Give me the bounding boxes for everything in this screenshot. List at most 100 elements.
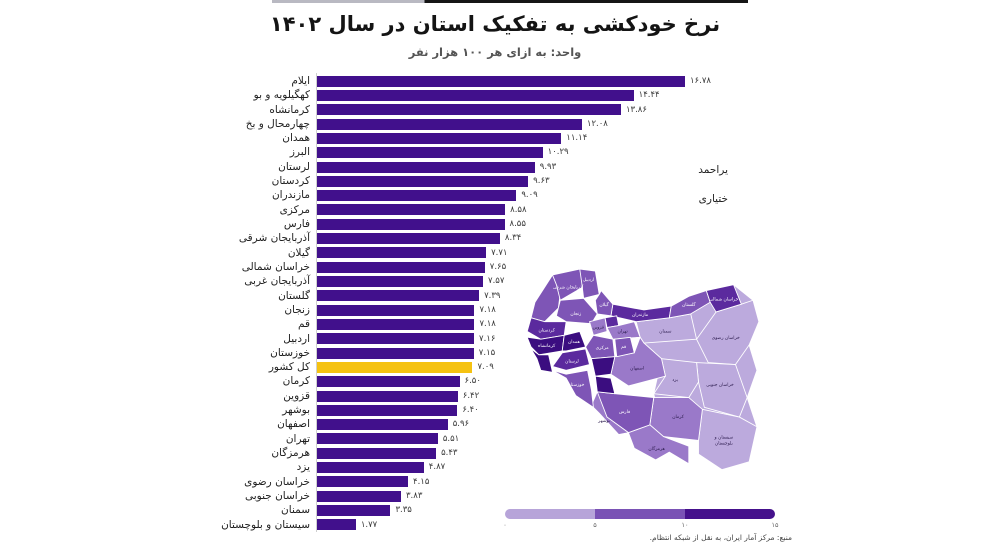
bar-national-total[interactable] [317,361,473,373]
map-province-label: کرمانشاه [538,343,556,349]
bar-row: خراسان رضوی ۴.۱۵ [0,475,990,489]
bar-row: مرکزی ۸.۵۸ [0,203,990,217]
bar-row: مازندران ۹.۰۹ [0,189,990,203]
bar-row: تهران ۵.۵۱ [0,432,990,446]
bar[interactable] [317,304,475,316]
bar[interactable] [317,433,438,445]
value-label: ۶.۴۲ [462,390,480,401]
bar[interactable] [317,118,582,130]
province-label: خراسان شمالی [241,260,310,273]
bar-row: چهارمحال و بخ ۱۲.۰۸ [0,117,990,131]
map-province-labels: آذربایجان شرقی اردبیل گیلان زنجان قزوین کردست… [538,278,740,452]
value-label: ۶.۵۰ [464,376,481,387]
map-province-label: گلستان [682,302,696,308]
bar-row: کردستان ۹.۶۳ [0,174,990,188]
bar[interactable] [317,333,475,345]
value-label: ۷.۵۷ [488,276,505,287]
bar[interactable] [317,218,505,230]
bar-row: اردبیل ۷.۱۶ [0,332,990,346]
bar[interactable] [317,276,483,288]
bar[interactable] [317,132,562,144]
map-province-label: قم [621,345,626,350]
bar[interactable] [317,462,424,474]
value-label: ۸.۳۴ [504,233,522,244]
bar[interactable] [317,404,458,416]
bar[interactable] [317,190,517,202]
bar-row: سیستان و بلوچستان ۱.۷۷ [0,518,990,532]
iran-choropleth-map: آذربایجان شرقی اردبیل گیلان زنجان قزوین کردست… [498,260,790,506]
bar[interactable] [317,175,529,187]
map-provinces[interactable] [526,268,760,471]
map-province-label: همدان [568,340,580,345]
bar-row: قزوین ۶.۴۲ [0,389,990,403]
map-province-label: سمنان [659,329,672,334]
bar[interactable] [317,247,487,259]
value-label: ۶.۴۰ [462,405,479,416]
province-label: خراسان جنوبی [244,489,310,502]
value-label: ۹.۹۳ [539,161,557,172]
value-label: ۷.۱۵ [478,347,496,358]
bar-row: سمنان ۳.۳۵ [0,503,990,517]
map-province-label: زنجان [570,312,581,317]
bar-row: آذربایجان شرقی ۸.۳۴ [0,231,990,245]
map-province-label: هرمزگان [648,446,665,452]
bar[interactable] [317,476,408,488]
bar-row: آذربایجان غربی ۷.۵۷ [0,274,990,288]
bar[interactable] [317,261,485,273]
bar-row: گیلان ۷.۷۱ [0,246,990,260]
legend-tick-label: ۰ [503,521,507,529]
bar[interactable] [317,104,621,116]
bar[interactable] [317,376,460,388]
value-label: ۱۱.۱۴ [566,133,588,144]
bar[interactable] [317,419,448,431]
bar[interactable] [317,89,634,101]
bar[interactable] [317,233,500,245]
bar-row: یزد ۴.۸۷ [0,460,990,474]
bar-row: کل کشور ۷.۰۹ [0,360,990,374]
map-province-label: اصفهان [630,366,644,371]
province-label: اردبیل [283,332,310,345]
map-province-label: لرستان [565,360,579,365]
bar-row: کهگیلویه و بو ۱۴.۴۴ [0,88,990,102]
map-province-label: مازندران [632,313,649,318]
bar[interactable] [317,490,401,502]
value-label: ۸.۵۸ [510,204,527,215]
bar[interactable] [317,75,685,87]
province-label: کرمانشاه [269,103,310,116]
bar[interactable] [317,290,480,302]
value-label: ۳.۳۵ [395,505,412,516]
bar[interactable] [317,204,506,216]
bar-row: ایلام ۱۶.۷۸ [0,74,990,88]
map-province-label: خراسان رضوی [712,336,740,341]
value-label: ۱۴.۴۴ [638,90,660,101]
map-province-label: کردستان [539,327,556,333]
value-label: ۷.۱۸ [479,319,496,330]
value-label: ۳.۸۳ [405,490,423,501]
value-label: ۴.۱۵ [413,476,430,487]
bar-row: زنجان ۷.۱۸ [0,303,990,317]
bar[interactable] [317,347,474,359]
bar[interactable] [317,519,356,531]
bar[interactable] [317,447,437,459]
wrapped-label-fragment: یراحمد [698,164,728,176]
value-label: ۸.۵۵ [509,219,526,230]
page-title: نرخ خودکشی به تفکیک استان در سال ۱۴۰۲ [269,12,721,36]
province-label: کردستان [271,175,310,188]
province-label: کل کشور [268,361,310,374]
value-label: ۷.۷۱ [491,247,508,258]
map-province-label: مرکزی [596,345,610,351]
value-label: ۱۰.۲۹ [547,147,569,158]
bar[interactable] [317,318,475,330]
y-axis-line [316,73,317,532]
bar[interactable] [317,147,543,159]
province-label: خوزستان [270,346,310,359]
bar[interactable] [317,161,535,173]
bar[interactable] [317,390,458,402]
value-label: ۹.۰۹ [521,190,538,201]
province-label: خراسان رضوی [244,475,310,488]
bar[interactable] [317,505,391,517]
bar-row: بوشهر ۶.۴۰ [0,403,990,417]
value-label: ۱۳.۸۶ [625,104,647,115]
bar-row: خراسان جنوبی ۳.۸۳ [0,489,990,503]
